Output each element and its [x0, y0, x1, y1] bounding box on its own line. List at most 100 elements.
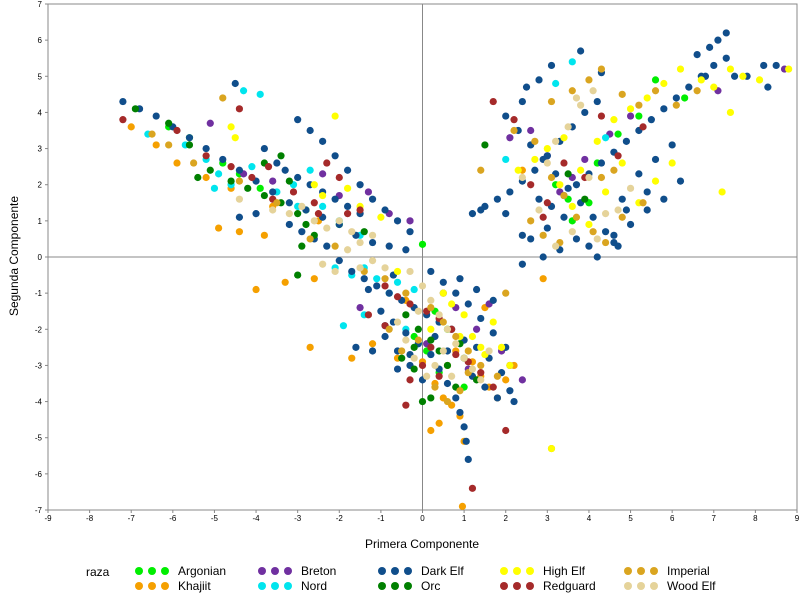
point-dark-elf	[464, 455, 472, 463]
point-wood-elf	[410, 354, 418, 362]
point-redguard	[310, 199, 318, 207]
point-dark-elf	[285, 199, 293, 207]
point-nord	[210, 184, 219, 192]
point-wood-elf	[477, 376, 485, 384]
point-breton	[626, 112, 635, 120]
point-high-elf	[726, 108, 735, 117]
y-tick-label: 1	[38, 217, 43, 226]
point-wood-elf	[572, 94, 581, 102]
point-khajiit	[306, 343, 314, 351]
point-dark-elf	[518, 231, 526, 239]
point-dark-elf	[502, 210, 510, 218]
point-dark-elf	[722, 29, 730, 37]
legend-marker-argonian	[161, 567, 169, 575]
y-tick-label: 5	[38, 72, 43, 81]
point-redguard	[614, 152, 622, 160]
point-breton	[269, 177, 277, 185]
point-high-elf	[651, 177, 660, 185]
point-dark-elf	[539, 253, 547, 261]
legend-marker-imperial	[650, 567, 658, 575]
point-imperial	[693, 87, 701, 95]
legend-marker-wood-elf	[650, 582, 658, 590]
point-dark-elf	[622, 137, 630, 145]
point-dark-elf	[119, 97, 127, 106]
x-tick-label: -3	[294, 514, 302, 523]
point-wood-elf	[356, 264, 364, 272]
point-dark-elf	[531, 166, 539, 174]
point-orc	[227, 177, 235, 185]
y-axis-title: Segunda Componente	[7, 196, 21, 316]
point-imperial	[635, 101, 643, 109]
point-imperial	[219, 94, 227, 102]
point-dark-elf	[518, 260, 526, 268]
point-argonian	[651, 76, 660, 84]
point-high-elf	[668, 159, 676, 167]
point-imperial	[414, 336, 422, 344]
point-dark-elf	[377, 307, 385, 315]
point-khajiit	[539, 275, 547, 283]
point-redguard	[289, 188, 298, 196]
point-dark-elf	[572, 181, 581, 189]
point-high-elf	[610, 116, 618, 124]
point-redguard	[202, 152, 210, 160]
point-dark-elf	[452, 289, 460, 297]
point-high-elf	[231, 134, 239, 142]
point-high-elf	[506, 361, 514, 370]
legend-marker-nord	[271, 582, 279, 590]
point-imperial	[493, 372, 501, 380]
point-dark-elf	[730, 72, 739, 80]
point-imperial	[190, 159, 198, 167]
legend-marker-orc	[404, 582, 412, 590]
point-dark-elf	[460, 423, 468, 431]
point-nord	[373, 275, 381, 283]
point-dark-elf	[298, 228, 306, 236]
point-argonian	[614, 130, 622, 138]
point-redguard	[560, 159, 568, 167]
point-dark-elf	[668, 141, 676, 149]
point-nord	[410, 285, 418, 294]
point-dark-elf	[618, 195, 626, 203]
point-dark-elf	[368, 238, 377, 247]
point-dark-elf	[294, 116, 302, 124]
point-dark-elf	[672, 94, 680, 102]
point-dark-elf	[710, 61, 718, 70]
point-high-elf	[377, 213, 385, 221]
point-wood-elf	[406, 267, 414, 276]
point-redguard	[539, 213, 547, 221]
point-orc	[185, 141, 194, 149]
point-dark-elf	[427, 267, 435, 276]
point-wood-elf	[356, 238, 364, 247]
point-wood-elf	[335, 217, 343, 225]
point-redguard	[502, 426, 510, 435]
x-tick-label: 1	[462, 514, 467, 523]
point-wood-elf	[381, 264, 389, 272]
point-dark-elf	[527, 235, 535, 243]
point-dark-elf	[481, 383, 489, 391]
point-redguard	[264, 163, 273, 171]
point-khajiit	[281, 278, 289, 286]
point-dark-elf	[402, 329, 410, 337]
point-dark-elf	[643, 206, 651, 214]
legend-marker-redguard	[500, 582, 508, 590]
point-khajiit	[368, 340, 377, 348]
point-imperial	[568, 87, 576, 95]
point-high-elf	[568, 202, 576, 210]
point-dark-elf	[643, 188, 651, 196]
point-breton	[472, 325, 481, 333]
y-tick-label: 0	[38, 253, 43, 262]
point-redguard	[227, 163, 235, 171]
point-dark-elf	[406, 228, 414, 236]
point-redguard	[527, 181, 535, 189]
point-wood-elf	[423, 372, 431, 380]
point-wood-elf	[614, 206, 622, 214]
x-tick-label: 8	[753, 514, 758, 523]
x-tick-label: -6	[169, 514, 177, 523]
legend-marker-nord	[284, 582, 292, 590]
point-dark-elf	[647, 116, 655, 124]
point-wood-elf	[319, 260, 327, 268]
legend-marker-khajiit	[148, 582, 156, 590]
point-high-elf	[676, 65, 685, 73]
point-dark-elf	[522, 83, 531, 91]
point-high-elf	[585, 220, 593, 229]
